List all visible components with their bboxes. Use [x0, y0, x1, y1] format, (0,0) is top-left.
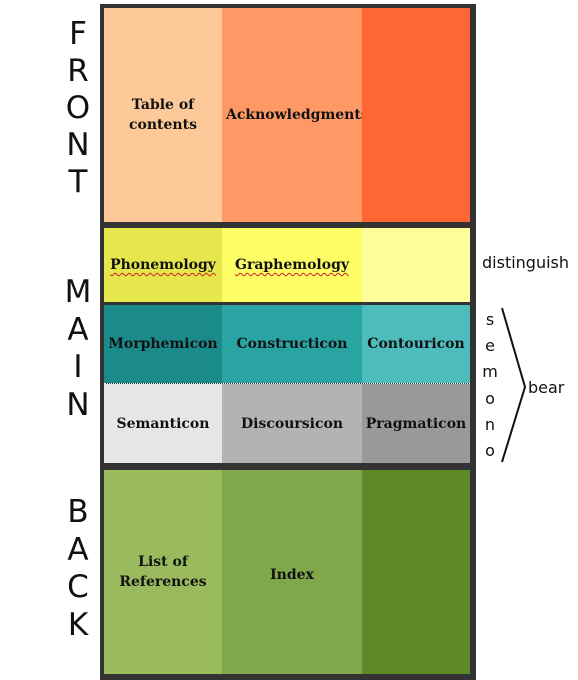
back-label: B A C K [67, 494, 89, 643]
cell-acknowledgments: Acknowledgments [222, 8, 369, 222]
front-label: F R O N T [65, 16, 91, 200]
distinguish-label: distinguish [482, 253, 570, 272]
cell-graphemology: Graphemology [222, 228, 362, 302]
cell-contouricon: Contouricon [362, 305, 470, 383]
cell-table-of-contents: Table of contents [104, 8, 222, 222]
cell-index: Index [222, 470, 362, 674]
cell-semanticon: Semanticon [104, 384, 222, 463]
cell-front-empty [362, 8, 470, 222]
cell-discoursicon: Discoursicon [222, 384, 362, 463]
cell-phonemology: Phonemology [104, 228, 222, 302]
cell-phon-empty [362, 228, 470, 302]
semono-label: s e m o n o [482, 310, 498, 460]
cell-morphemicon: Morphemicon [104, 305, 222, 383]
dotted-divider [104, 383, 470, 384]
cell-constructicon: Constructicon [222, 305, 362, 383]
bear-label: bear [528, 378, 565, 397]
cell-back-empty [362, 470, 470, 674]
main-label: M A I N [64, 274, 92, 423]
cell-list-of-references: List of References [104, 470, 222, 674]
bear-bracket [501, 307, 527, 463]
cell-pragmaticon: Pragmaticon [362, 384, 470, 463]
